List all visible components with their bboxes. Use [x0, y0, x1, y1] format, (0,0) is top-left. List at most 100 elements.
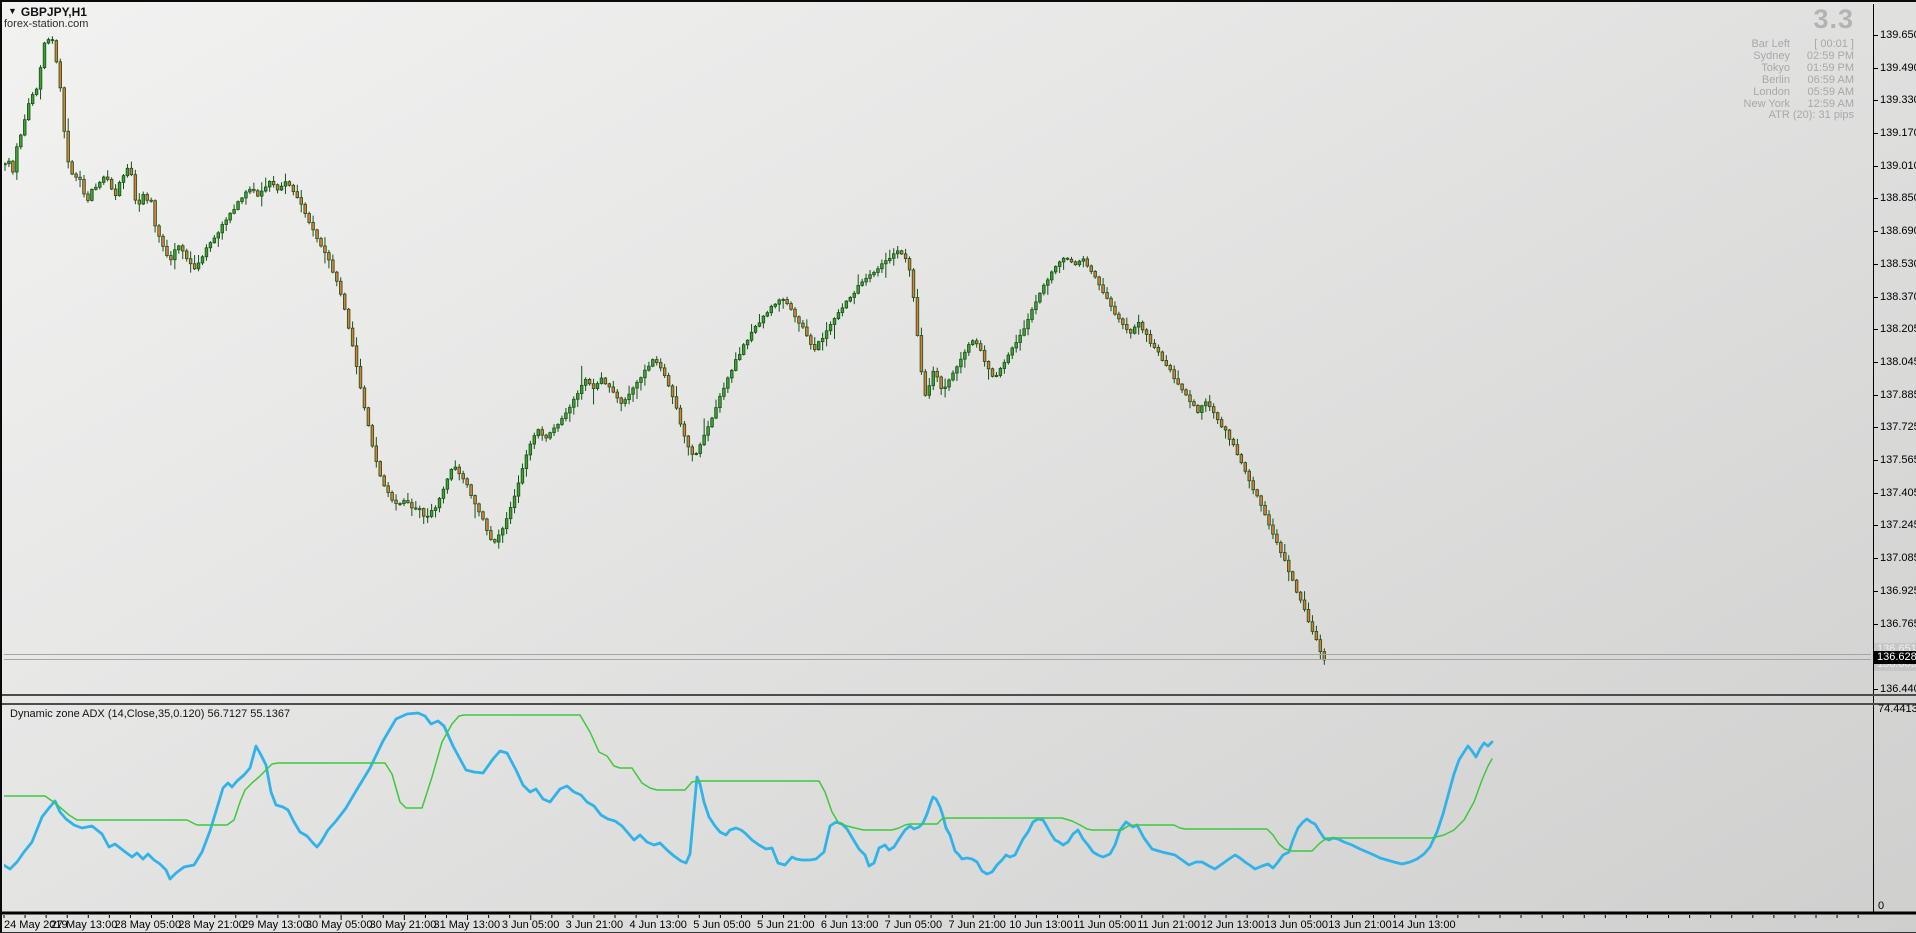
candle-body: [524, 454, 529, 469]
candle-body: [1275, 533, 1279, 543]
candle-body: [631, 387, 635, 395]
candle-body: [323, 245, 327, 254]
candle-body: [986, 361, 991, 370]
candle-body: [350, 327, 355, 347]
clock-city-label: Sydney: [1753, 50, 1790, 62]
candle-body: [544, 434, 548, 439]
candle-body: [702, 434, 706, 446]
candle-body: [1038, 292, 1042, 303]
candle-body: [327, 252, 331, 261]
candle-body: [465, 478, 469, 486]
pane-splitter-top[interactable]: [2, 694, 1916, 696]
candle-body: [982, 349, 987, 362]
candle-body: [1192, 401, 1196, 406]
candle-body: [421, 508, 426, 517]
candle-body: [623, 399, 627, 404]
candle-body: [232, 209, 236, 214]
pane-splitter-bottom[interactable]: [2, 703, 1916, 705]
candle-body: [528, 443, 533, 456]
candle-body: [1089, 265, 1093, 272]
candle-body: [291, 184, 296, 193]
candle-body: [295, 191, 299, 199]
candle-body: [1279, 542, 1283, 554]
candle-body: [1077, 260, 1082, 266]
candle-body: [469, 484, 473, 496]
candle-body: [1310, 621, 1315, 632]
candle-body: [109, 178, 114, 190]
candle-body: [1184, 389, 1188, 396]
candle-body: [927, 385, 931, 396]
candle-body: [1168, 365, 1172, 371]
indicator-title: Dynamic zone ADX (14,Close,35,0.120) 56.…: [10, 708, 291, 720]
price-axis-label: 139.650: [1880, 29, 1916, 41]
time-axis-label: 11 Jun 21:00: [1137, 919, 1200, 931]
clock-row: Sydney 02:59 PM: [1644, 50, 1854, 62]
candle-body: [1026, 319, 1030, 330]
chevron-down-icon[interactable]: ▼: [8, 6, 17, 16]
candle-body: [1172, 369, 1176, 380]
candle-body: [1219, 419, 1224, 428]
candle-body: [453, 466, 457, 470]
time-axis-label: 5 Jun 21:00: [757, 919, 815, 931]
clock-time-value: 05:59 AM: [1807, 86, 1854, 98]
candle-body: [1243, 462, 1247, 472]
candle-body: [106, 176, 110, 180]
candle-body: [801, 322, 805, 328]
clock-city-label: London: [1753, 86, 1790, 98]
candle-body: [461, 473, 465, 480]
candle-body: [307, 213, 311, 223]
candle-body: [1129, 329, 1133, 334]
candle-body: [457, 466, 461, 475]
candle-body: [121, 175, 126, 183]
candle-body: [366, 407, 371, 427]
candle-body: [354, 345, 359, 367]
time-axis-label: 11 Jun 05:00: [1073, 919, 1137, 931]
candle-body: [1144, 329, 1149, 335]
candle-body: [738, 354, 742, 360]
candle-body: [1164, 360, 1168, 366]
candle-body: [287, 181, 292, 186]
candle-body: [19, 134, 23, 148]
candle-body: [283, 181, 288, 187]
candle-body: [951, 372, 955, 381]
candle-body: [23, 119, 27, 136]
candle-body: [911, 269, 916, 298]
candle-body: [840, 307, 845, 313]
candle-body: [1259, 495, 1263, 506]
candle-body: [611, 386, 615, 393]
candle-body: [90, 188, 94, 201]
clock-city-label: New York: [1743, 98, 1790, 110]
candle-body: [1287, 559, 1291, 573]
candle-body: [125, 167, 130, 177]
candle-body: [813, 344, 817, 351]
candle-body: [1002, 362, 1007, 369]
candle-body: [1101, 284, 1105, 293]
candle-body: [1283, 552, 1287, 561]
symbol-label[interactable]: ▼ GBPJPY,H1: [8, 5, 87, 19]
candle-body: [516, 482, 521, 497]
candle-body: [903, 253, 908, 259]
candle-body: [169, 255, 173, 261]
candle-body: [662, 367, 667, 376]
candle-body: [433, 507, 438, 511]
time-axis-label: 7 Jun 05:00: [884, 919, 943, 931]
indicator-plot: [4, 711, 1494, 881]
atr-readout: ATR (20): 31 pips: [1768, 109, 1854, 121]
price-axis-label: 138.205: [1880, 323, 1916, 335]
candle-body: [303, 203, 307, 215]
candle-body: [437, 497, 442, 509]
candle-body: [7, 160, 11, 165]
candle-body: [1291, 571, 1295, 581]
candle-body: [781, 299, 785, 301]
candle-body: [339, 280, 343, 295]
candle-body: [643, 369, 647, 379]
price-axis-label: 138.045: [1880, 356, 1916, 368]
price-axis-label: 137.725: [1880, 421, 1916, 433]
clock-time-value: 06:59 AM: [1807, 74, 1854, 86]
price-axis-label: 139.170: [1880, 127, 1916, 139]
candle-body: [967, 344, 971, 353]
candle-body: [58, 61, 62, 89]
candle-body: [741, 344, 746, 355]
